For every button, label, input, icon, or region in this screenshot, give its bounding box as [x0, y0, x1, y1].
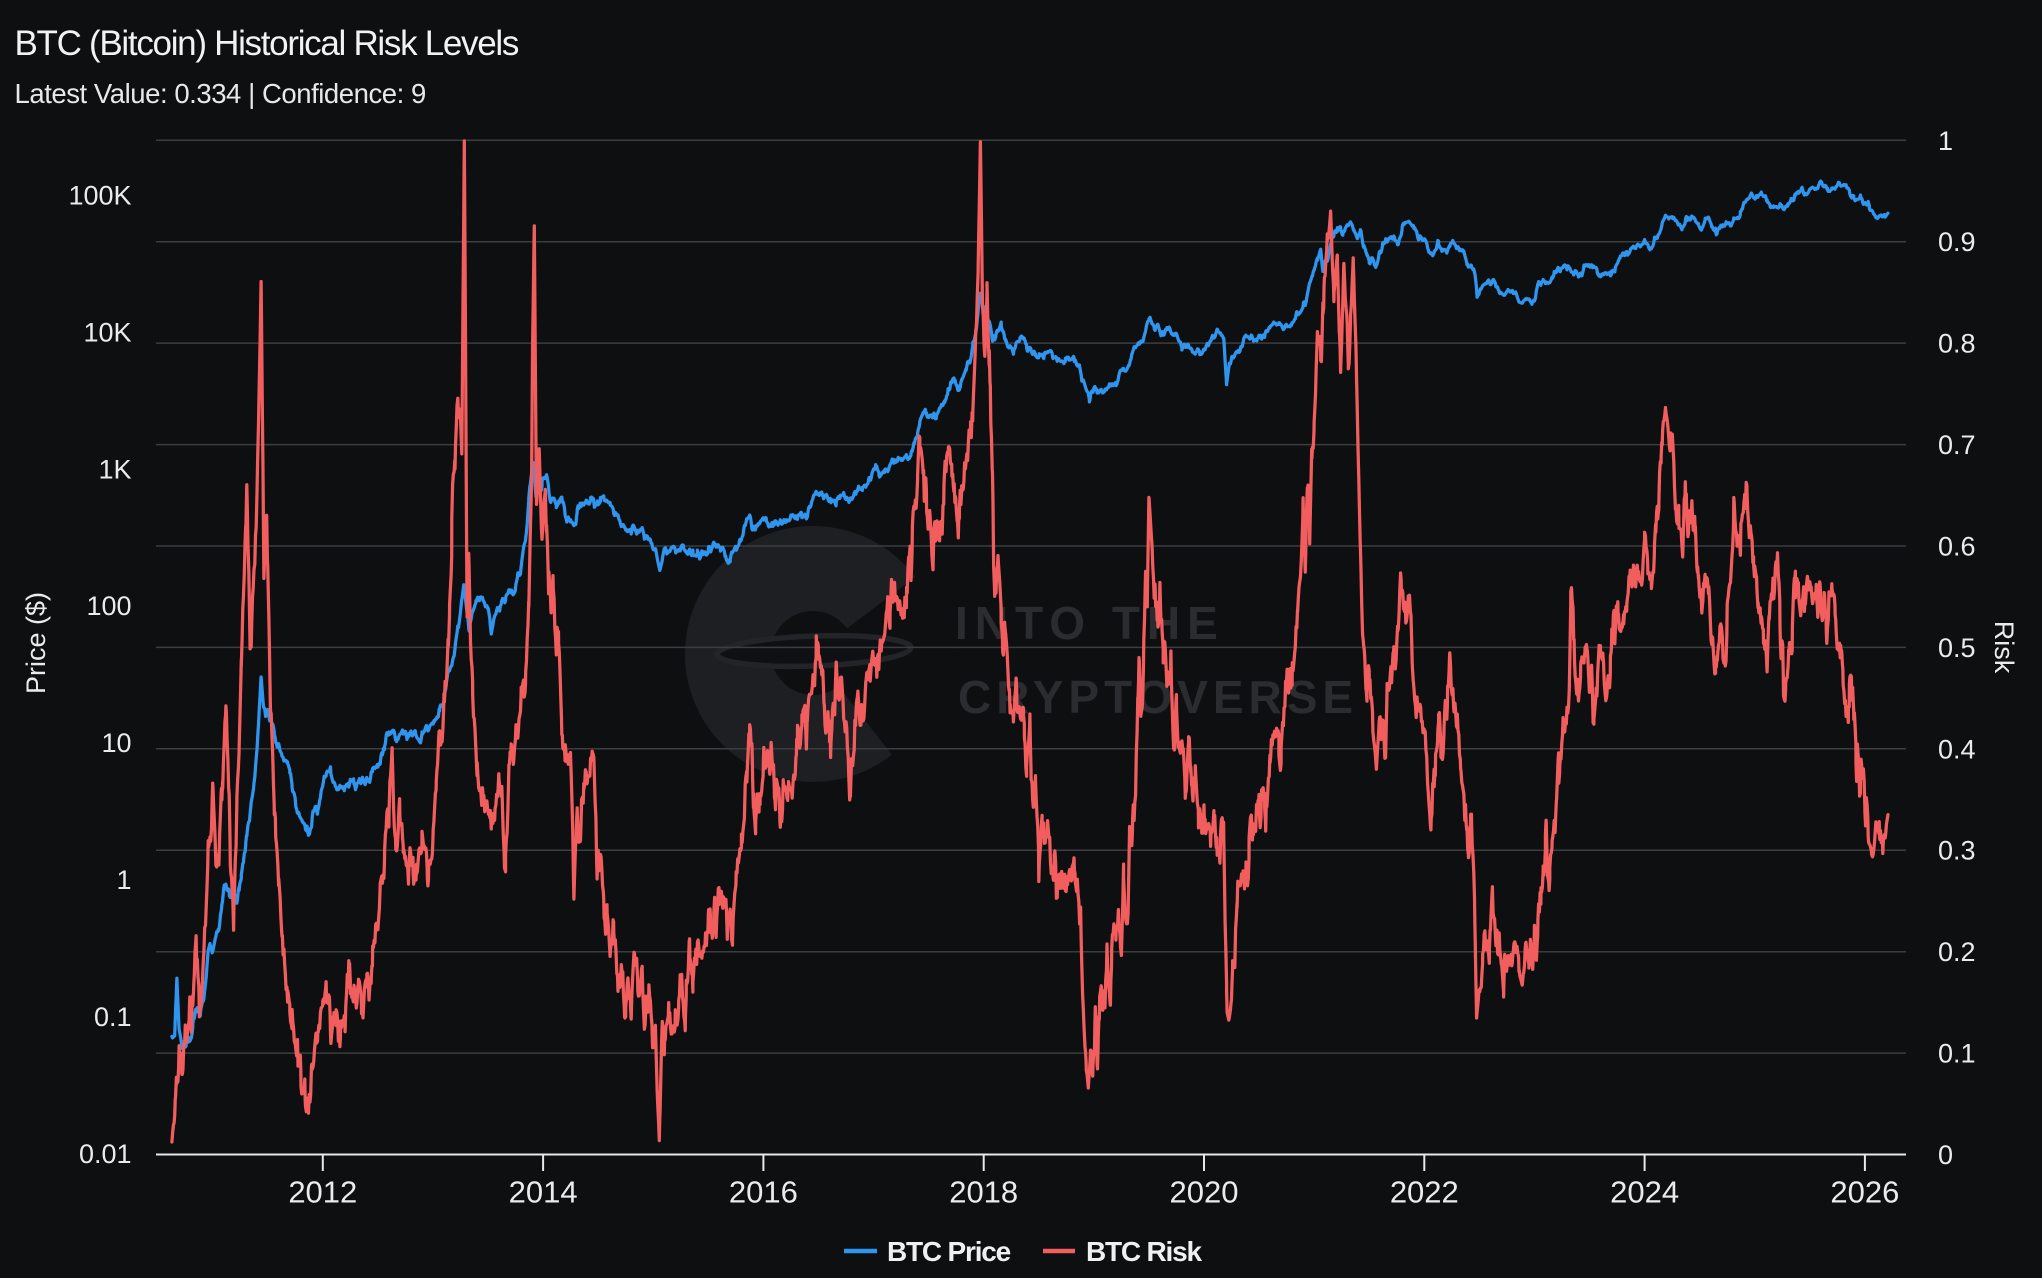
- svg-text:0: 0: [1938, 1140, 1953, 1170]
- svg-text:10: 10: [101, 728, 131, 758]
- svg-text:0.4: 0.4: [1938, 734, 1976, 764]
- svg-text:0.3: 0.3: [1938, 836, 1976, 866]
- svg-text:2026: 2026: [1830, 1175, 1899, 1210]
- svg-text:Risk: Risk: [1989, 621, 2019, 674]
- svg-text:100: 100: [86, 591, 131, 621]
- svg-text:10K: 10K: [83, 317, 131, 347]
- svg-text:2020: 2020: [1170, 1175, 1239, 1210]
- svg-text:BTC Risk: BTC Risk: [1086, 1236, 1202, 1267]
- svg-text:0.1: 0.1: [1938, 1039, 1976, 1069]
- svg-text:0.6: 0.6: [1938, 532, 1976, 562]
- svg-text:2024: 2024: [1610, 1175, 1679, 1210]
- svg-text:Price ($): Price ($): [21, 592, 51, 694]
- svg-text:2016: 2016: [729, 1175, 798, 1210]
- svg-text:0.2: 0.2: [1938, 937, 1976, 967]
- svg-text:0.1: 0.1: [94, 1002, 132, 1032]
- svg-text:BTC Price: BTC Price: [887, 1236, 1011, 1267]
- svg-text:2018: 2018: [949, 1175, 1018, 1210]
- svg-text:0.01: 0.01: [79, 1139, 132, 1169]
- svg-text:1: 1: [116, 865, 131, 895]
- svg-text:0.7: 0.7: [1938, 430, 1976, 460]
- svg-text:1K: 1K: [98, 454, 131, 484]
- svg-text:1: 1: [1938, 126, 1953, 156]
- svg-text:0.5: 0.5: [1938, 633, 1976, 663]
- svg-text:BTC (Bitcoin) Historical Risk: BTC (Bitcoin) Historical Risk Levels: [15, 24, 519, 63]
- svg-text:Latest Value: 0.334 | Confiden: Latest Value: 0.334 | Confidence: 9: [15, 78, 426, 109]
- svg-text:2022: 2022: [1390, 1175, 1459, 1210]
- svg-text:INTO THE: INTO THE: [955, 597, 1225, 649]
- svg-text:100K: 100K: [68, 181, 131, 211]
- svg-text:0.9: 0.9: [1938, 227, 1976, 257]
- svg-text:2014: 2014: [509, 1175, 578, 1210]
- svg-text:0.8: 0.8: [1938, 329, 1976, 359]
- svg-text:2012: 2012: [288, 1175, 357, 1210]
